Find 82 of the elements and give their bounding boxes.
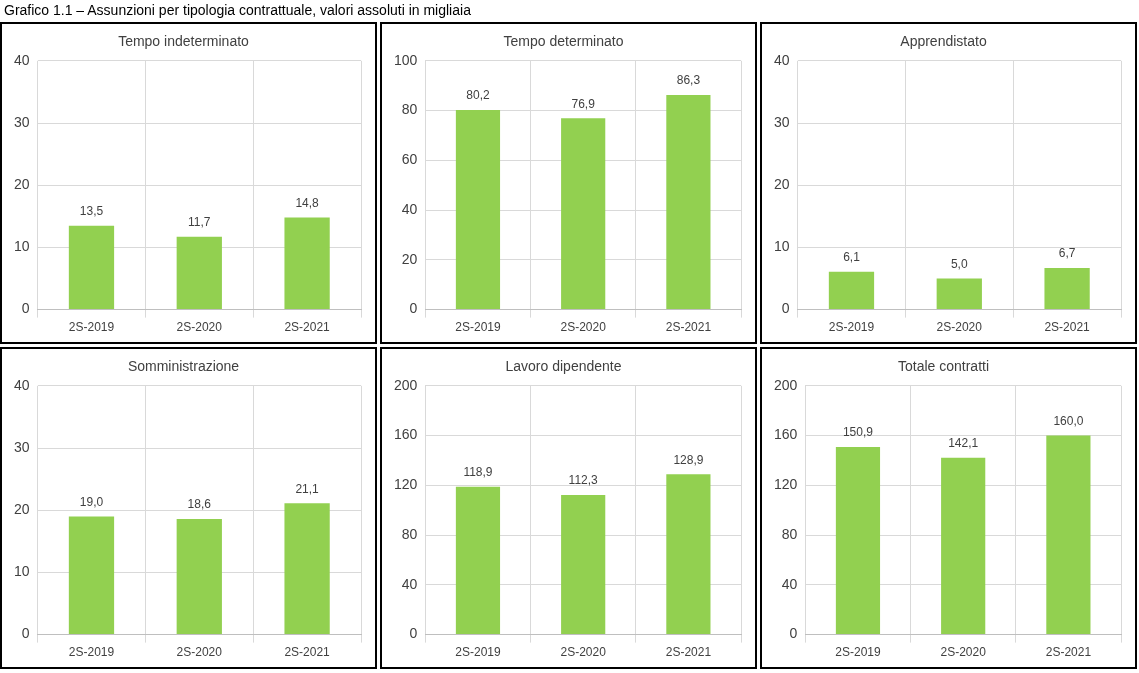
- y-tick-label: 0: [789, 625, 798, 642]
- y-tick-label: 40: [401, 200, 418, 217]
- y-tick-label: 30: [773, 113, 790, 130]
- data-label: 118,9: [463, 465, 493, 479]
- data-label: 150,9: [842, 425, 874, 440]
- chart-title: Tempo indeterminato: [118, 33, 250, 50]
- y-tick-label: 160: [774, 426, 798, 443]
- y-tick-label: 40: [773, 51, 790, 68]
- x-tick-label: 2S-2019: [455, 320, 501, 335]
- y-tick-label: 200: [774, 376, 798, 393]
- y-tick-label: 160: [394, 426, 418, 443]
- y-tick-label: 40: [13, 376, 30, 393]
- x-tick-label: 2S-2020: [176, 645, 223, 660]
- x-tick-label: 2S-2020: [176, 320, 223, 335]
- y-tick-label: 200: [394, 376, 418, 393]
- y-tick-label: 120: [394, 476, 418, 493]
- x-tick-label: 2S-2020: [560, 645, 607, 660]
- bar: [941, 457, 986, 635]
- data-label: 13,5: [79, 203, 104, 218]
- x-tick-label: 2S-2019: [68, 645, 115, 660]
- data-label: 76,9: [571, 96, 596, 111]
- x-tick-label: 2S-2019: [68, 320, 115, 335]
- y-tick-label: 80: [781, 525, 798, 542]
- y-tick-label: 10: [773, 238, 790, 255]
- data-label: 160,0: [1053, 413, 1084, 428]
- x-tick-label: 2S-2021: [665, 645, 712, 660]
- y-tick-label: 120: [774, 476, 798, 493]
- y-tick-label: 30: [13, 438, 30, 455]
- x-tick-label: 2S-2019: [455, 645, 501, 660]
- x-tick-label: 2S-2019: [835, 645, 881, 660]
- data-label: 18,6: [187, 497, 212, 512]
- data-label: 21,1: [295, 481, 320, 496]
- text: Grafico 1.1 – Assunzioni per tipologia contrattuale, valori assoluti in migliaia: [3, 1, 472, 20]
- y-tick-label: 0: [21, 625, 30, 642]
- y-tick-label: 20: [13, 501, 30, 518]
- y-tick-label: 30: [13, 113, 30, 130]
- x-tick-label: 2S-2021: [284, 320, 331, 335]
- x-tick-label: 2S-2020: [560, 320, 607, 335]
- y-tick-label: 10: [13, 238, 30, 255]
- data-label: 19,0: [79, 494, 104, 509]
- x-tick-label: 2S-2020: [936, 320, 983, 335]
- x-tick-label: 2S-2019: [828, 320, 875, 335]
- y-tick-label: 100: [394, 51, 418, 68]
- y-tick-label: 0: [409, 625, 418, 642]
- y-tick-label: 0: [409, 300, 418, 317]
- data-label: 11,7: [188, 215, 211, 230]
- bar: [284, 217, 330, 310]
- bar: [176, 236, 222, 310]
- y-tick-label: 80: [401, 101, 418, 118]
- bar: [835, 446, 881, 635]
- chart-title: Lavoro dipendente: [505, 358, 622, 375]
- x-tick-label: 2S-2021: [1044, 320, 1091, 335]
- data-label: 14,8: [295, 195, 320, 210]
- y-tick-label: 40: [781, 575, 798, 592]
- bar: [68, 225, 115, 310]
- chart-title: Tempo determinato: [503, 33, 624, 50]
- y-tick-label: 20: [773, 176, 790, 193]
- x-tick-label: 2S-2021: [284, 645, 331, 660]
- data-label: 128,9: [673, 452, 704, 467]
- x-tick-label: 2S-2021: [665, 320, 712, 335]
- bar: [1046, 435, 1091, 635]
- y-tick-label: 10: [13, 563, 30, 580]
- y-tick-label: 80: [401, 525, 418, 542]
- y-tick-label: 60: [401, 151, 418, 168]
- y-tick-label: 40: [401, 575, 418, 592]
- y-tick-label: 20: [13, 176, 30, 193]
- data-label: 80,2: [466, 88, 490, 103]
- data-label: 112,3: [568, 473, 599, 488]
- y-tick-label: 0: [781, 300, 790, 317]
- chart-title: Totale contratti: [897, 358, 990, 375]
- y-tick-label: 40: [13, 51, 30, 68]
- data-label: 86,3: [676, 73, 701, 88]
- data-label: 6,1: [843, 249, 861, 264]
- data-label: 6,7: [1058, 246, 1076, 261]
- x-tick-label: 2S-2020: [940, 645, 987, 660]
- y-tick-label: 20: [401, 250, 418, 267]
- data-label: 142,1: [948, 436, 979, 451]
- data-label: 5,0: [950, 256, 968, 271]
- y-tick-label: 0: [21, 300, 30, 317]
- chart-title: Apprendistato: [900, 33, 987, 50]
- chart-title: Somministrazione: [127, 358, 240, 375]
- x-tick-label: 2S-2021: [1045, 645, 1092, 660]
